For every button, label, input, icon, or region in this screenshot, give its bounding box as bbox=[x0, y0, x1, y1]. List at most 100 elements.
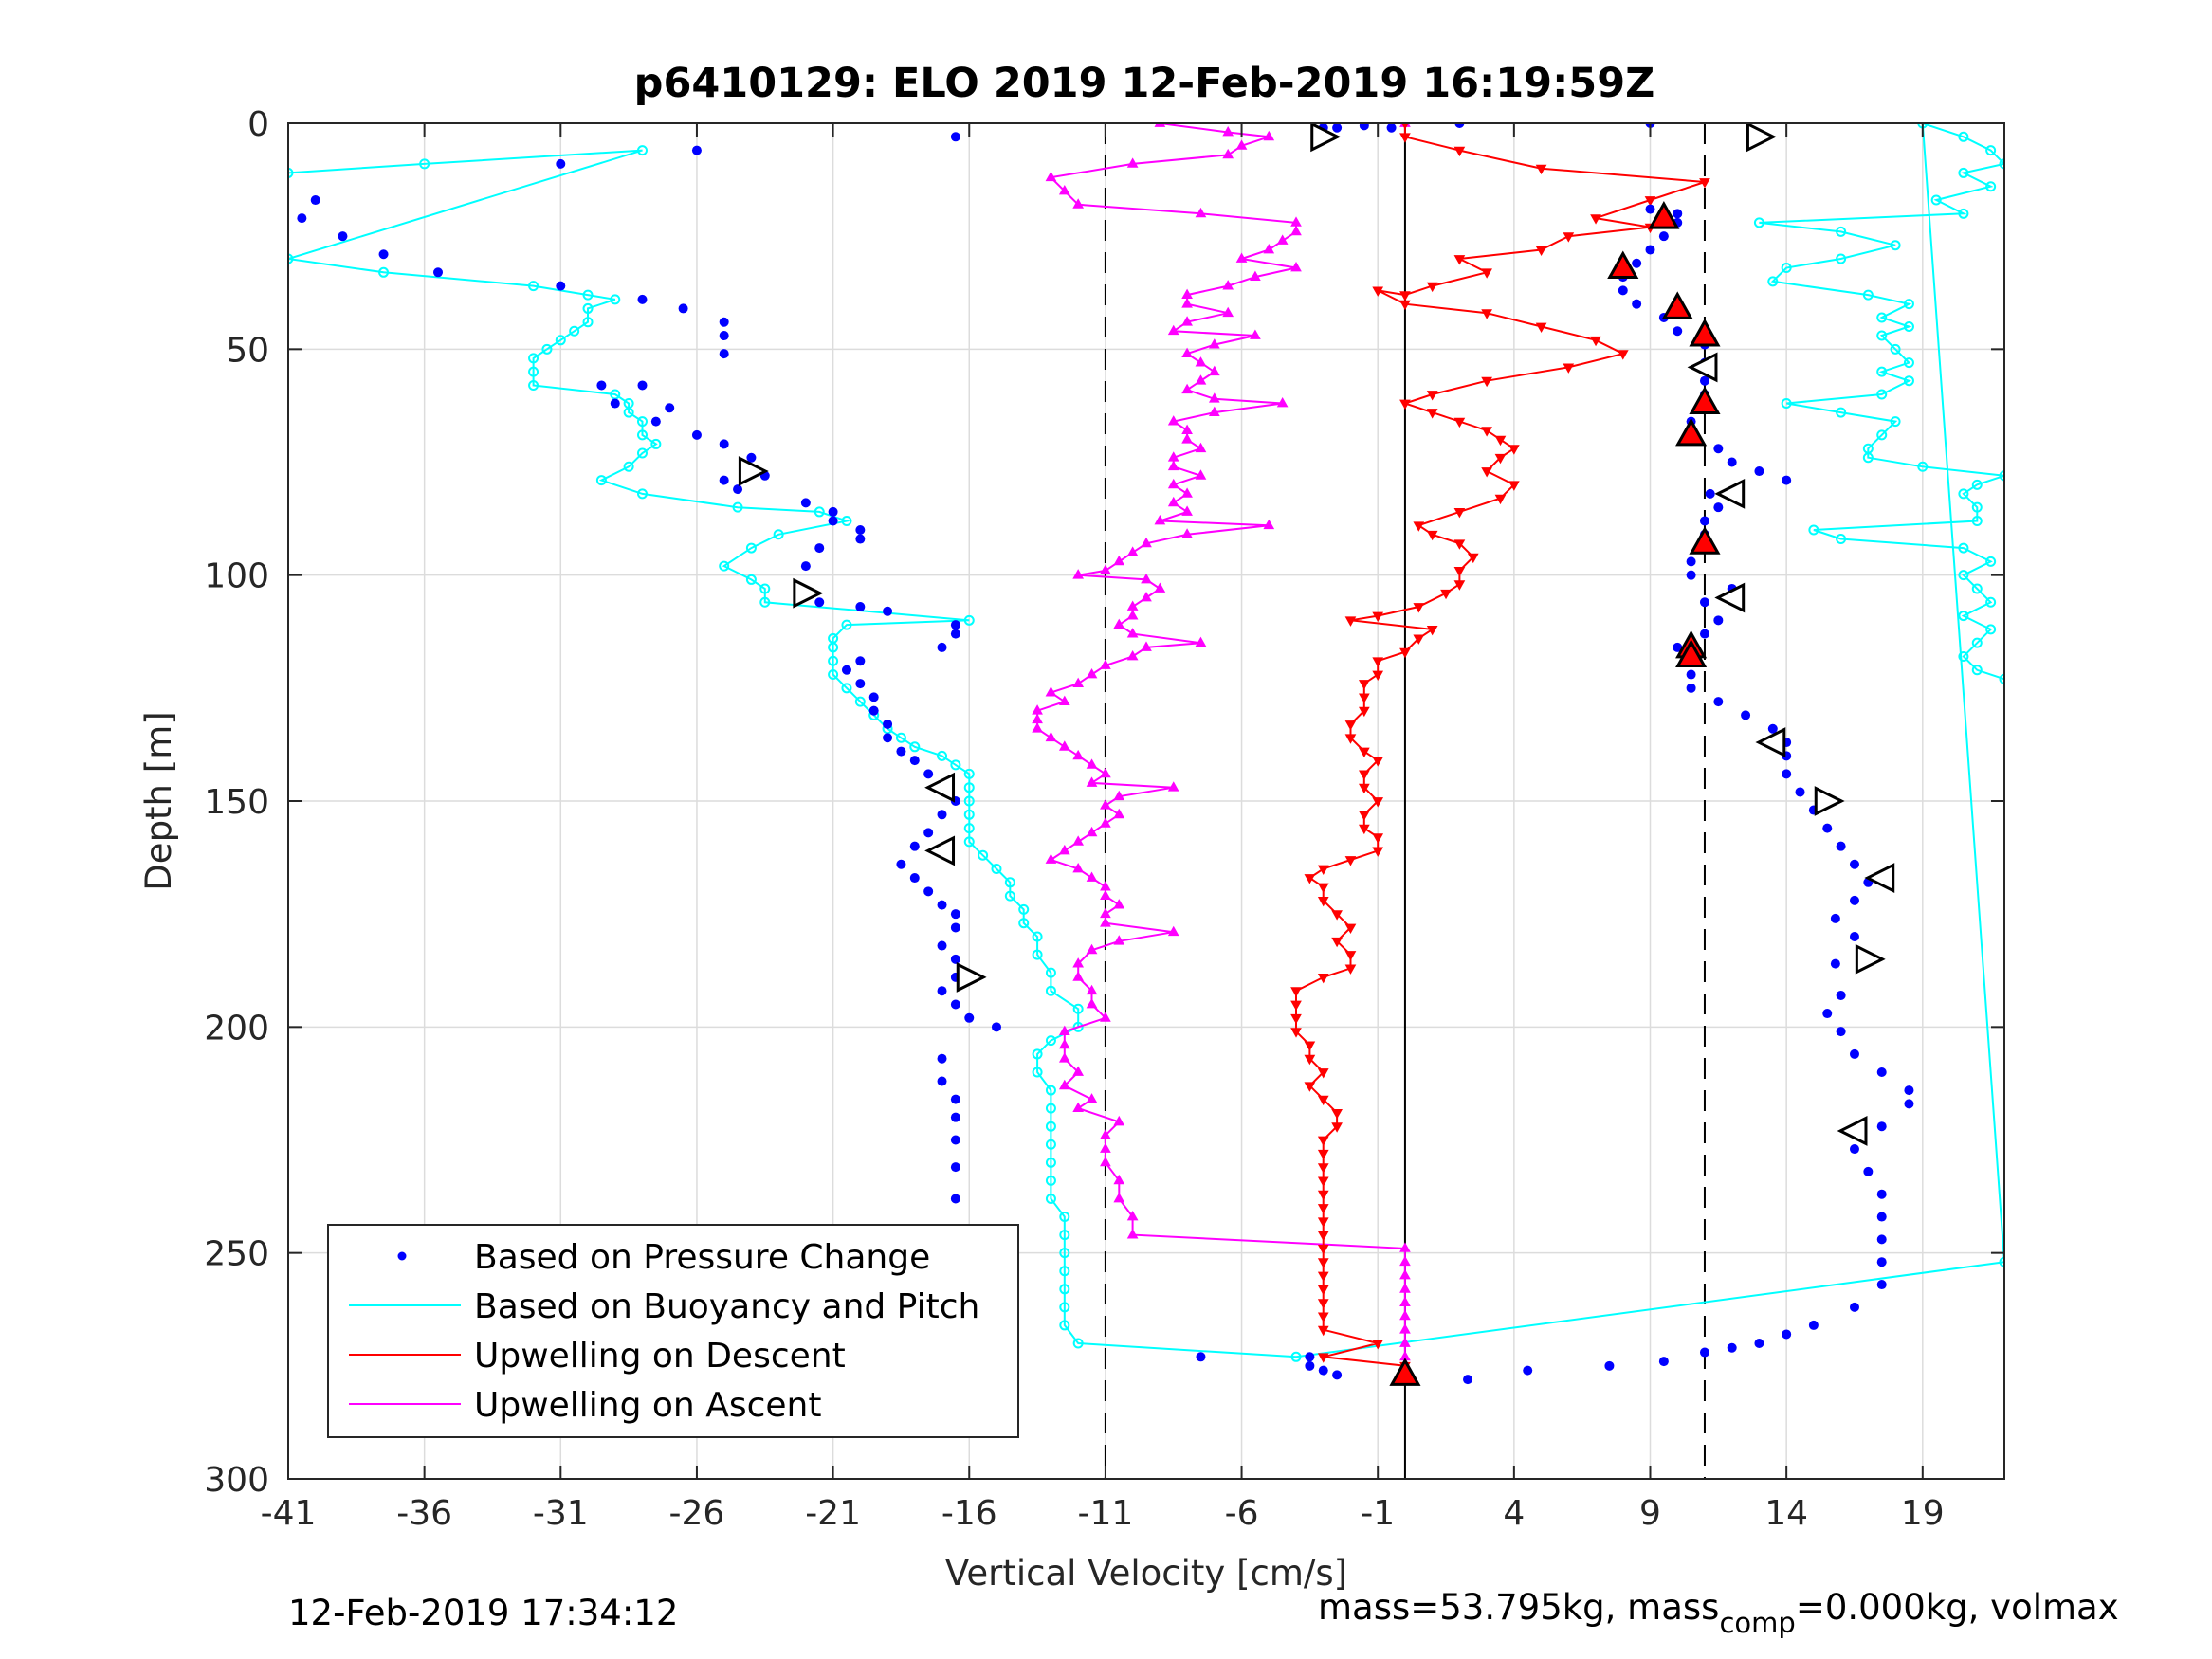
point-2-15 bbox=[1399, 300, 1411, 311]
point-0-87 bbox=[1604, 1360, 1615, 1371]
point-1-51 bbox=[963, 795, 975, 807]
point-2-62 bbox=[1372, 847, 1384, 857]
point-1-34 bbox=[759, 596, 771, 608]
point-1-106 bbox=[1890, 343, 1901, 355]
point-0-16 bbox=[610, 398, 620, 409]
point-3-67 bbox=[1058, 695, 1070, 706]
point-1-40 bbox=[828, 669, 839, 681]
x-tick-label-7: -6 bbox=[1225, 1494, 1259, 1533]
point-1-48 bbox=[950, 759, 961, 771]
point-1-53 bbox=[963, 823, 975, 834]
point-0-120 bbox=[1782, 769, 1792, 779]
point-2-91 bbox=[1317, 1217, 1329, 1228]
point-0-94 bbox=[1849, 1302, 1859, 1312]
point-3-40 bbox=[1195, 469, 1207, 480]
point-0-23 bbox=[719, 475, 729, 485]
point-0-86 bbox=[1523, 1365, 1533, 1376]
point-3-111 bbox=[1100, 1156, 1111, 1167]
point-2-9 bbox=[1535, 246, 1547, 256]
point-3-116 bbox=[1399, 1242, 1411, 1252]
point-2-8 bbox=[1563, 232, 1575, 243]
point-0-45 bbox=[896, 746, 906, 757]
point-3-89 bbox=[1100, 889, 1111, 900]
point-3-30 bbox=[1181, 383, 1193, 394]
point-3-22 bbox=[1181, 316, 1193, 326]
point-3-105 bbox=[1058, 1079, 1070, 1090]
point-0-55 bbox=[923, 886, 934, 897]
point-2-57 bbox=[1358, 783, 1370, 794]
point-0-8 bbox=[556, 281, 566, 291]
x-tick-label-11: 14 bbox=[1764, 1494, 1808, 1533]
point-1-55 bbox=[978, 849, 989, 861]
point-3-91 bbox=[1100, 907, 1111, 919]
point-1-129 bbox=[1985, 596, 1997, 608]
point-3-25 bbox=[1208, 338, 1220, 349]
point-0-53 bbox=[896, 859, 906, 869]
point-1-31 bbox=[719, 560, 730, 572]
legend-box bbox=[327, 1224, 1019, 1438]
series-line-1 bbox=[288, 123, 2004, 1358]
point-0-43 bbox=[883, 719, 893, 729]
point-1-65 bbox=[1072, 1003, 1084, 1014]
y-tick-label-1: 50 bbox=[226, 331, 269, 370]
point-1-27 bbox=[814, 506, 825, 518]
point-3-123 bbox=[1399, 1337, 1411, 1347]
point-2-42 bbox=[1372, 611, 1384, 623]
x-tick-label-8: -1 bbox=[1361, 1494, 1395, 1533]
point-2-86 bbox=[1317, 1149, 1329, 1160]
point-3-73 bbox=[1072, 749, 1085, 760]
point-0-154 bbox=[1632, 299, 1642, 309]
point-3-76 bbox=[1086, 776, 1098, 787]
point-2-22 bbox=[1426, 391, 1438, 401]
point-2-94 bbox=[1317, 1258, 1329, 1268]
point-0-166 bbox=[1386, 123, 1397, 133]
legend-label-buoyancy: Based on Buoyancy and Pitch bbox=[474, 1287, 979, 1326]
point-3-56 bbox=[1126, 600, 1139, 611]
point-0-126 bbox=[1686, 683, 1696, 693]
point-1-68 bbox=[1032, 1048, 1043, 1060]
point-1-56 bbox=[991, 864, 1002, 874]
point-3-122 bbox=[1399, 1323, 1411, 1334]
x-tick-label-10: 9 bbox=[1639, 1494, 1661, 1533]
y-tick-label-3: 150 bbox=[204, 783, 269, 822]
point-0-65 bbox=[991, 1022, 1001, 1032]
point-0-144 bbox=[1713, 444, 1724, 454]
point-1-83 bbox=[1059, 1320, 1070, 1331]
point-1-96 bbox=[1836, 226, 1847, 237]
point-1-74 bbox=[1045, 1157, 1056, 1168]
point-2-75 bbox=[1290, 1000, 1302, 1011]
point-3-45 bbox=[1154, 514, 1166, 525]
point-2-97 bbox=[1317, 1299, 1329, 1309]
point-1-95 bbox=[1753, 217, 1764, 228]
point-1-18 bbox=[623, 407, 634, 418]
point-0-40 bbox=[855, 679, 866, 689]
marker-right-1 bbox=[738, 456, 769, 486]
marker-left-1 bbox=[924, 835, 956, 866]
point-2-76 bbox=[1290, 1013, 1302, 1025]
x-tick-label-4: -21 bbox=[805, 1494, 861, 1533]
point-2-0 bbox=[1401, 123, 1409, 130]
point-1-19 bbox=[636, 416, 648, 428]
point-2-68 bbox=[1331, 910, 1343, 921]
point-0-164 bbox=[1332, 123, 1343, 133]
point-1-78 bbox=[1059, 1230, 1070, 1241]
point-0-15 bbox=[596, 380, 607, 391]
point-0-42 bbox=[868, 705, 879, 716]
point-0-68 bbox=[950, 1094, 960, 1104]
point-0-155 bbox=[1618, 285, 1628, 296]
marker-filled-1 bbox=[1648, 201, 1680, 229]
point-3-93 bbox=[1167, 925, 1179, 937]
point-1-119 bbox=[1971, 479, 1983, 490]
point-0-9 bbox=[637, 294, 648, 304]
point-3-108 bbox=[1113, 1115, 1125, 1126]
point-2-54 bbox=[1358, 747, 1370, 758]
point-1-42 bbox=[854, 696, 866, 707]
point-0-131 bbox=[1713, 615, 1724, 626]
point-1-2 bbox=[636, 145, 648, 156]
point-0-30 bbox=[814, 543, 825, 554]
point-0-5 bbox=[338, 231, 348, 242]
point-2-59 bbox=[1358, 811, 1370, 821]
point-1-91 bbox=[1958, 167, 1969, 178]
point-1-79 bbox=[1059, 1248, 1070, 1259]
marker-filled-7 bbox=[1689, 526, 1721, 555]
